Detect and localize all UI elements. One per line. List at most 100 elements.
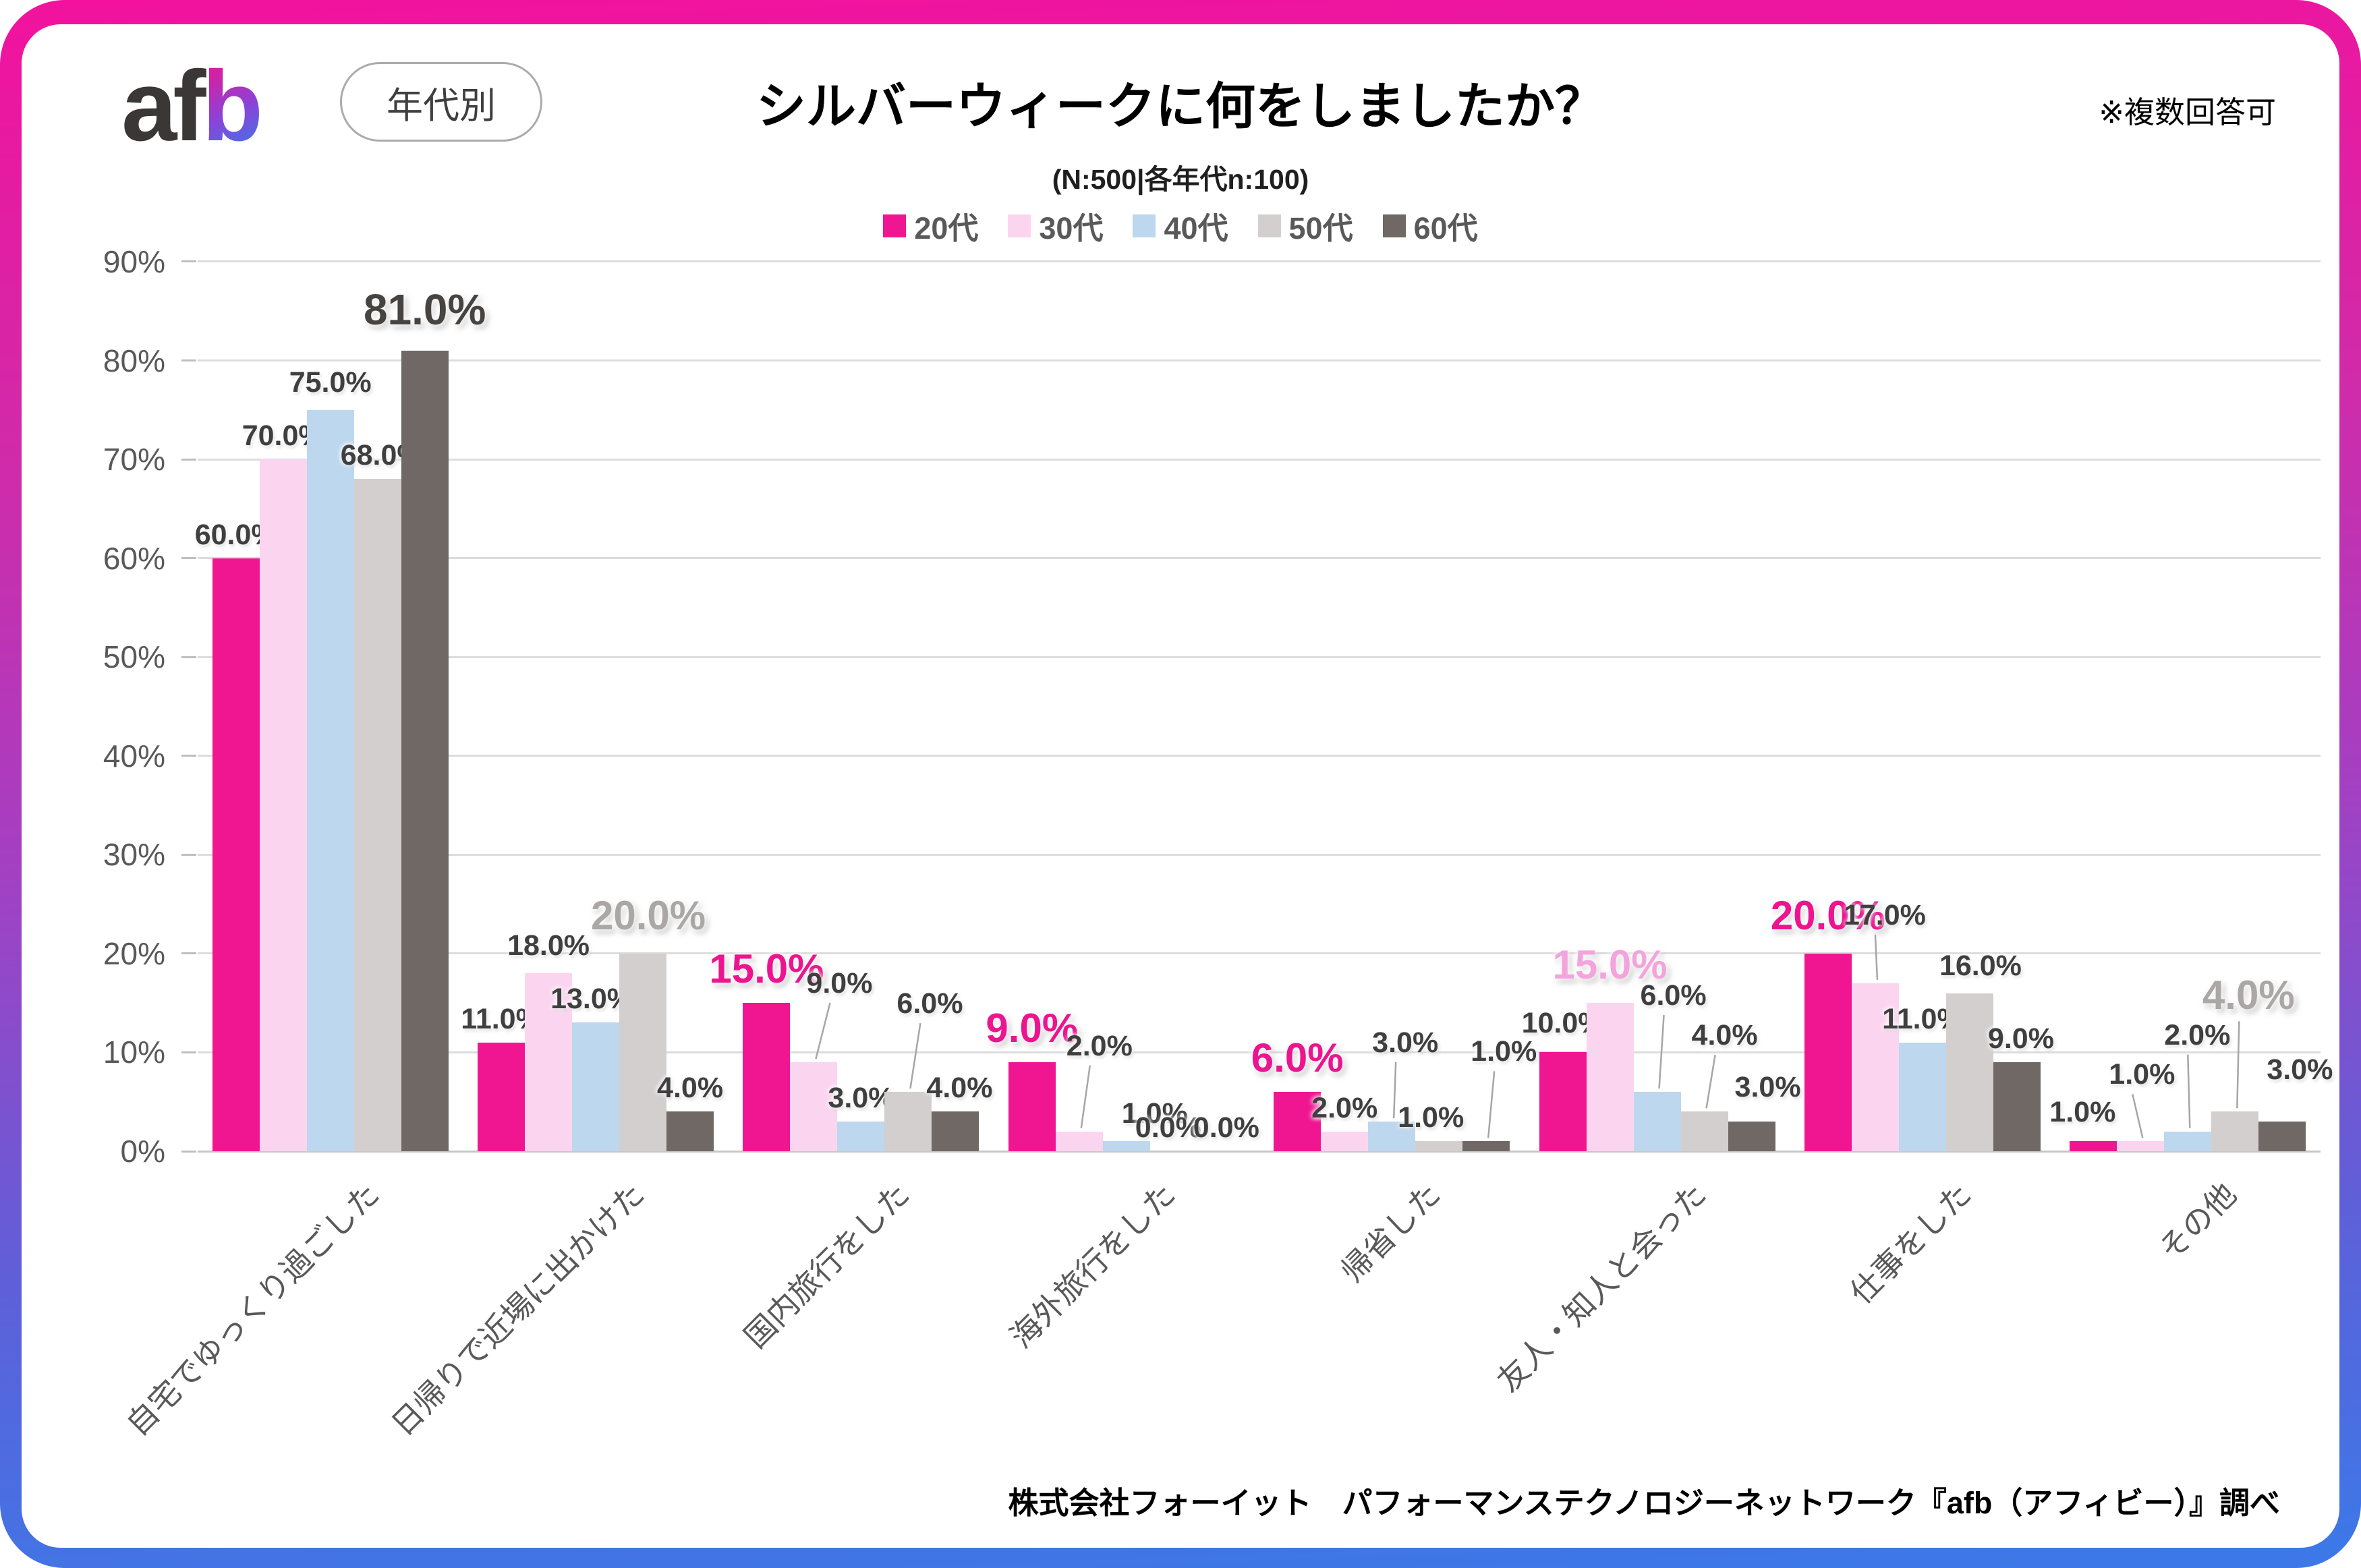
bar-50代-cat5 — [1680, 1111, 1728, 1151]
legend-swatch — [1257, 214, 1281, 237]
legend-label: 60代 — [1413, 211, 1478, 245]
legend-item: 30代 — [1008, 204, 1103, 248]
bar-20代-cat2 — [743, 1003, 791, 1151]
value-label-20代-cat4: 6.0% — [1251, 1035, 1344, 1081]
bar-50代-cat4 — [1415, 1141, 1463, 1151]
bar-60代-cat1 — [666, 1111, 714, 1151]
afb-logo-b: b — [202, 51, 263, 162]
bar-20代-cat1 — [478, 1042, 525, 1151]
chart-subtitle: (N:500|各年代n:100) — [1052, 164, 1309, 195]
value-label-50代-cat4: 1.0% — [1398, 1101, 1464, 1134]
y-axis-tick — [181, 656, 196, 658]
bar-40代-cat3 — [1102, 1141, 1150, 1151]
value-label-60代-cat4: 1.0% — [1471, 1035, 1537, 1068]
bar-20代-cat0 — [212, 558, 260, 1151]
value-label-40代-cat7: 2.0% — [2164, 1018, 2231, 1051]
y-axis-tick — [181, 458, 196, 461]
value-label-20代-cat2: 15.0% — [709, 946, 824, 992]
value-label-30代-cat2: 9.0% — [806, 967, 873, 1000]
y-axis-label: 60% — [103, 540, 165, 576]
gridline — [198, 260, 2321, 263]
bar-50代-cat7 — [2211, 1111, 2259, 1151]
bar-60代-cat6 — [1993, 1062, 2041, 1151]
multiple-answers-note: ※複数回答可 — [2099, 95, 2276, 129]
bar-30代-cat3 — [1055, 1131, 1103, 1151]
value-label-20代-cat3: 9.0% — [986, 1006, 1079, 1051]
gridline — [198, 755, 2321, 757]
bar-40代-cat7 — [2164, 1131, 2212, 1151]
x-axis-line — [198, 1150, 2321, 1153]
leader-line — [1705, 1055, 1716, 1109]
gridline — [198, 359, 2321, 362]
bar-60代-cat0 — [401, 350, 449, 1151]
bar-50代-cat6 — [1945, 993, 1993, 1151]
bar-20代-cat6 — [1804, 953, 1852, 1151]
value-label-40代-cat1: 13.0% — [550, 983, 633, 1016]
category-label-4: 帰省した — [1334, 1176, 1448, 1289]
chart-title: シルバーウィークに何をしましたか？ — [756, 78, 1605, 134]
category-label-6: 仕事をした — [1843, 1176, 1978, 1311]
value-label-50代-cat5: 4.0% — [1691, 1019, 1758, 1052]
bar-40代-cat5 — [1633, 1092, 1681, 1151]
legend: 20代 30代 40代 50代 60代 — [22, 204, 2339, 248]
gridline — [198, 557, 2321, 560]
value-label-60代-cat6: 9.0% — [1987, 1022, 2054, 1055]
value-label-60代-cat0: 81.0% — [363, 285, 486, 334]
y-axis-tick — [181, 853, 196, 856]
category-label-2: 国内旅行をした — [737, 1176, 917, 1355]
legend-label: 20代 — [914, 211, 979, 245]
bar-50代-cat1 — [619, 953, 667, 1151]
y-axis-tick — [181, 260, 196, 263]
legend-swatch — [1008, 214, 1031, 237]
age-group-badge-label: 年代別 — [387, 85, 496, 126]
value-label-60代-cat1: 4.0% — [657, 1072, 724, 1105]
value-label-60代-cat3: 0.0% — [1193, 1111, 1259, 1144]
value-label-30代-cat5: 15.0% — [1552, 942, 1668, 988]
value-label-30代-cat3: 2.0% — [1066, 1029, 1133, 1062]
category-label-3: 海外旅行をした — [1003, 1176, 1182, 1355]
leader-line — [2132, 1094, 2144, 1138]
value-label-40代-cat4: 3.0% — [1372, 1026, 1439, 1059]
gridline — [198, 853, 2321, 856]
value-label-30代-cat4: 2.0% — [1311, 1091, 1378, 1124]
gridline — [198, 952, 2321, 955]
gridline — [198, 458, 2321, 461]
bar-60代-cat5 — [1728, 1122, 1775, 1151]
y-axis-tick — [181, 1051, 196, 1053]
age-group-badge: 年代別 — [340, 62, 542, 142]
bar-60代-cat2 — [932, 1111, 979, 1151]
bar-20代-cat5 — [1539, 1052, 1587, 1151]
value-label-30代-cat6: 17.0% — [1843, 898, 1926, 931]
value-label-50代-cat7: 4.0% — [2202, 972, 2295, 1018]
category-label-0: 自宅でゆっくり過ごした — [119, 1176, 386, 1443]
value-label-60代-cat7: 3.0% — [2267, 1053, 2333, 1086]
value-label-40代-cat5: 6.0% — [1640, 979, 1707, 1012]
y-axis-label: 40% — [103, 738, 165, 774]
value-label-50代-cat6: 16.0% — [1939, 949, 2022, 982]
bar-20代-cat3 — [1008, 1062, 1056, 1151]
bar-60代-cat7 — [2258, 1122, 2306, 1151]
y-axis-label: 70% — [103, 442, 165, 477]
y-axis-label: 10% — [103, 1035, 165, 1070]
y-axis-label: 80% — [103, 343, 165, 378]
leader-line — [815, 1002, 831, 1059]
bar-30代-cat2 — [790, 1062, 838, 1151]
category-label-7: その他 — [2152, 1176, 2244, 1267]
value-label-40代-cat0: 75.0% — [289, 366, 372, 399]
legend-item: 40代 — [1133, 204, 1228, 248]
y-axis-label: 50% — [103, 639, 165, 675]
bar-40代-cat4 — [1368, 1122, 1416, 1151]
bar-50代-cat2 — [884, 1092, 932, 1151]
y-axis-tick — [181, 755, 196, 757]
legend-item: 60代 — [1382, 204, 1478, 248]
legend-item: 20代 — [883, 204, 978, 248]
value-label-50代-cat3: 0.0% — [1135, 1111, 1201, 1144]
value-label-60代-cat2: 4.0% — [926, 1072, 993, 1105]
y-axis-tick — [181, 1150, 196, 1153]
leader-line — [1080, 1065, 1091, 1128]
category-label-5: 友人・知人と会った — [1489, 1176, 1713, 1399]
leader-line — [909, 1022, 921, 1089]
value-label-50代-cat2: 6.0% — [897, 987, 963, 1020]
bar-20代-cat7 — [2070, 1141, 2117, 1151]
bar-60代-cat4 — [1462, 1141, 1510, 1151]
